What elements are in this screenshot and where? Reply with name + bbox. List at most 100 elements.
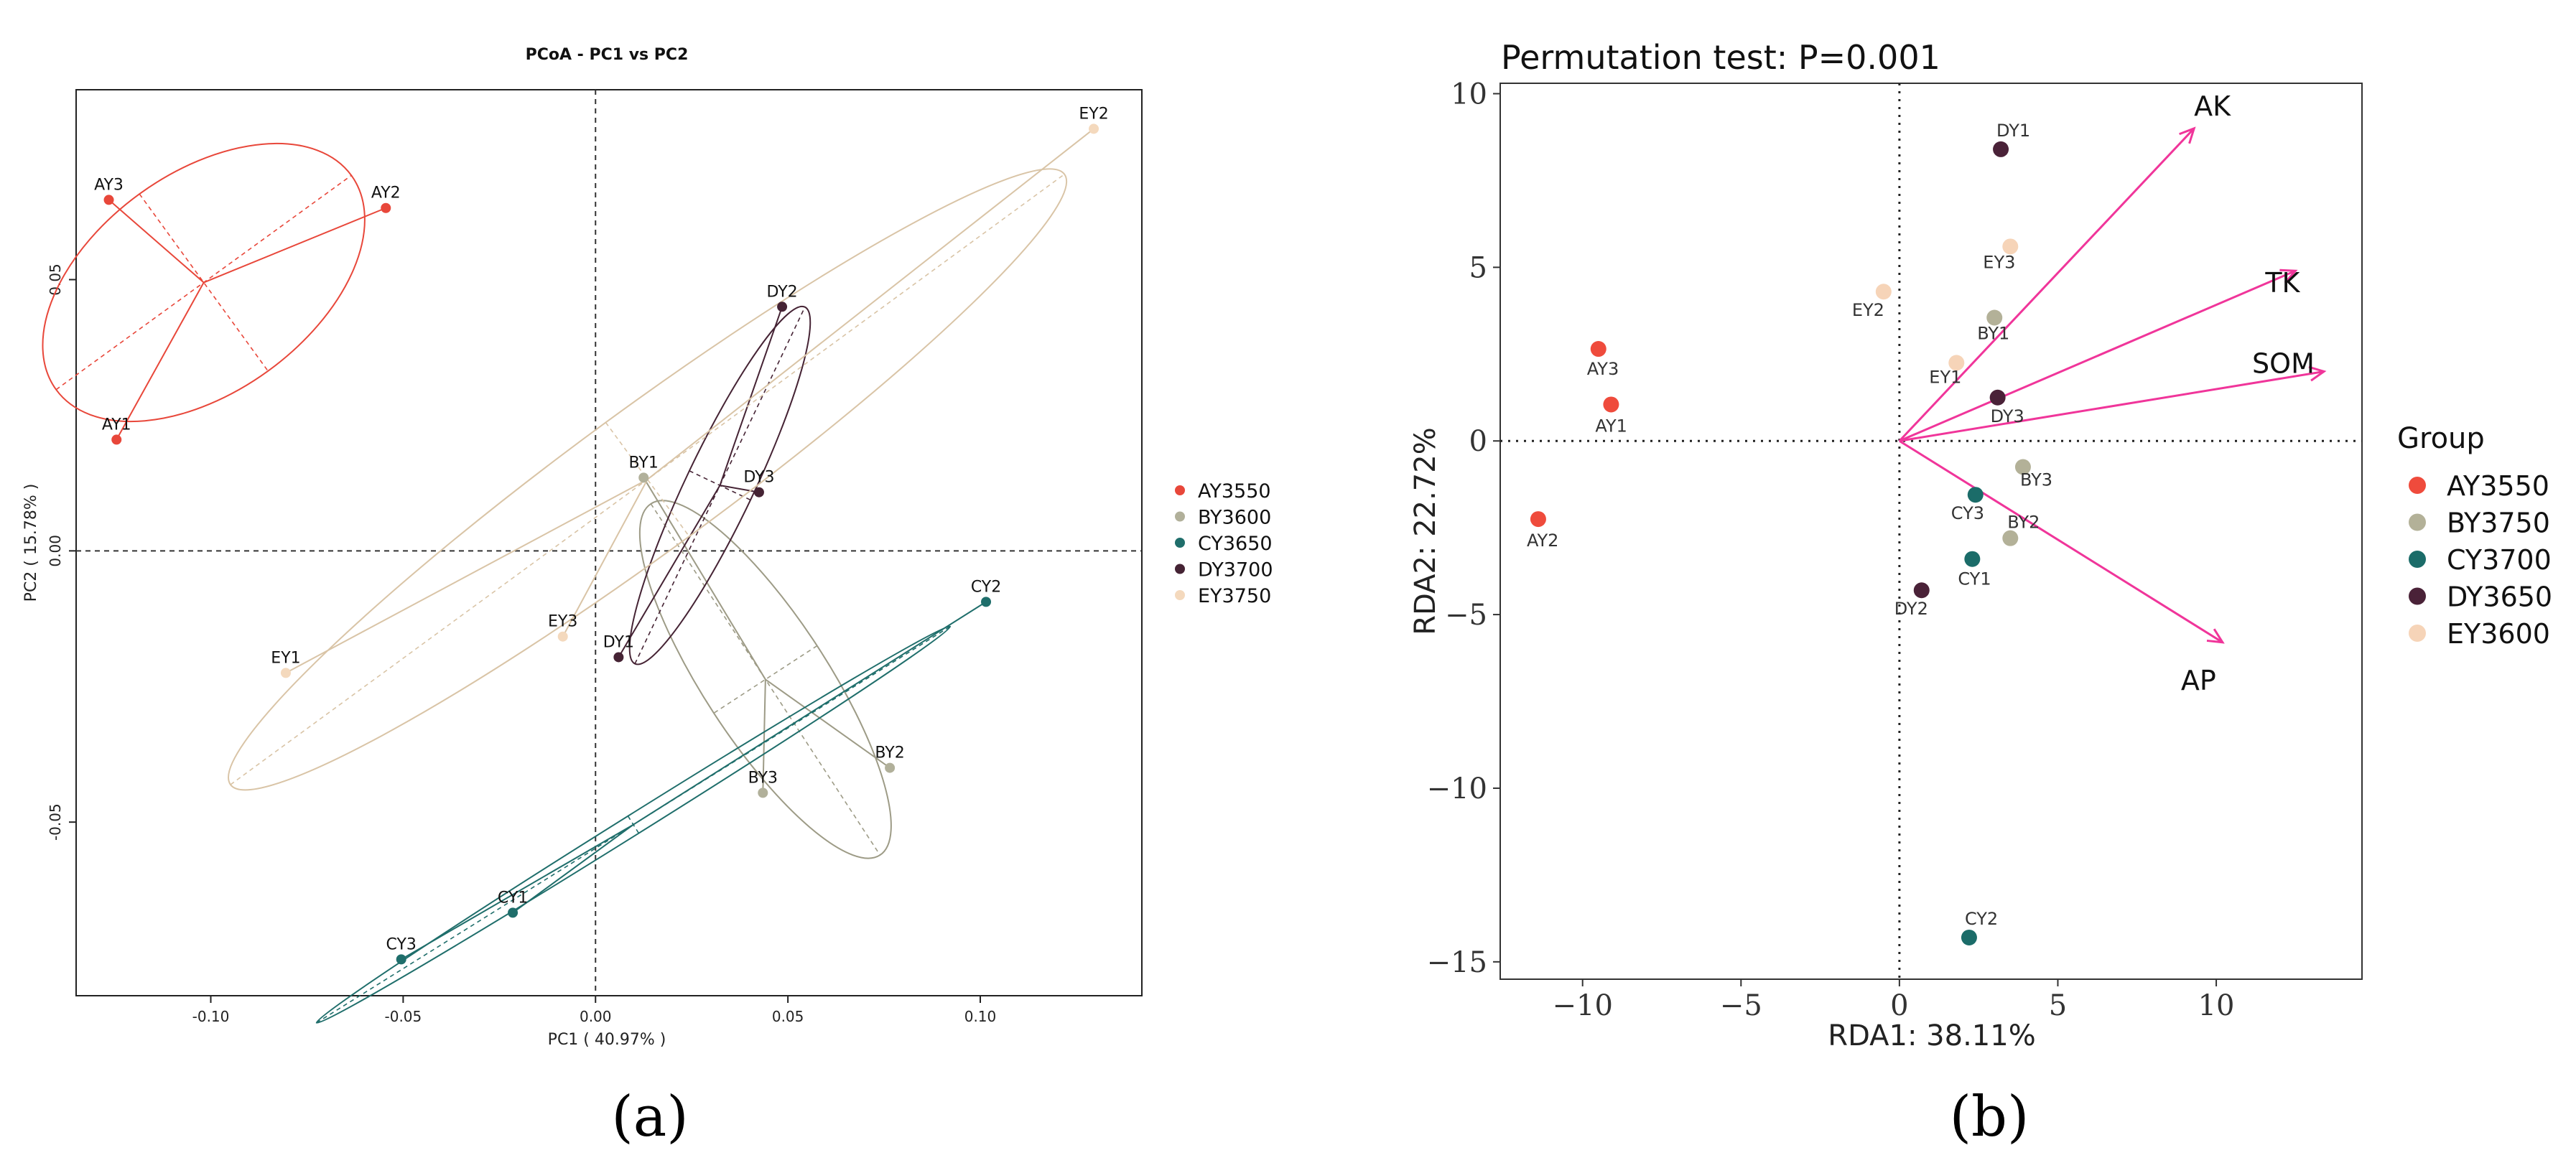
panel-a-point-label-AY2: AY2 bbox=[371, 184, 401, 202]
panel-a-spider-line-DY3700 bbox=[618, 485, 721, 658]
panel-a-group-shape-BY3600 bbox=[638, 477, 892, 859]
panel-a-legend-label-DY3700: DY3700 bbox=[1198, 559, 1273, 581]
panel-a-xtick-label: -0.05 bbox=[385, 1008, 422, 1025]
panel-b-xtick-label: 5 bbox=[2049, 989, 2067, 1022]
panel-b-point-label-BY3: BY3 bbox=[2020, 470, 2052, 490]
panel-a-point-label-CY2: CY2 bbox=[971, 578, 1001, 596]
panel-a-reference-lines bbox=[76, 90, 1142, 996]
panel-b-rda: Permutation test: P=0.001 −10 −5 0 5 101050−… bbox=[1409, 38, 2552, 1052]
panel-b-point-CY3 bbox=[1967, 487, 1984, 503]
panel-b-legend-marker-AY3550 bbox=[2409, 477, 2426, 494]
panel-a-ytick-label: 0.00 bbox=[47, 535, 64, 567]
panel-b-vector-arrowhead-TK bbox=[2279, 268, 2298, 284]
panel-a-point-label-AY1: AY1 bbox=[102, 416, 131, 434]
panel-a-xtick-label: 0.00 bbox=[580, 1008, 612, 1025]
panel-a-point-DY1 bbox=[613, 652, 624, 663]
panel-b-legend-label-EY3600: EY3600 bbox=[2447, 618, 2550, 650]
panel-a-legend-marker-AY3550 bbox=[1175, 485, 1185, 495]
panel-b-vector-label-AP: AP bbox=[2181, 665, 2216, 696]
panel-a-group-shape-AY3550 bbox=[42, 142, 386, 440]
panel-a-point-label-EY1: EY1 bbox=[271, 649, 300, 667]
panel-a-legend-marker-DY3700 bbox=[1175, 564, 1185, 574]
panel-a-title: PCoA - PC1 vs PC2 bbox=[526, 46, 689, 64]
panel-b-ytick-label: 0 bbox=[1469, 425, 1487, 458]
panel-a-point-AY3 bbox=[103, 195, 114, 205]
subfigure-label-b: (b) bbox=[1950, 1085, 2029, 1149]
panel-a-point-label-DY2: DY2 bbox=[766, 283, 797, 301]
panel-a-point-CY3 bbox=[396, 954, 406, 965]
panel-b-vector-label-AK: AK bbox=[2194, 90, 2231, 122]
panel-b-point-BY2 bbox=[2002, 530, 2019, 546]
panel-b-point-label-CY3: CY3 bbox=[1951, 503, 1984, 523]
panel-a-point-label-CY3: CY3 bbox=[386, 935, 416, 953]
panel-b-ytick-label: −15 bbox=[1427, 946, 1487, 979]
panel-b-vector-label-TK: TK bbox=[2264, 267, 2300, 299]
panel-b-legend-label-DY3650: DY3650 bbox=[2447, 581, 2552, 613]
panel-b-point-EY2 bbox=[1875, 284, 1892, 300]
panel-b-point-CY1 bbox=[1964, 551, 1981, 567]
panel-a-spider-line-AY3550 bbox=[203, 207, 386, 284]
panel-a-point-label-AY3: AY3 bbox=[94, 176, 124, 194]
panel-b-frame bbox=[1499, 83, 2363, 980]
panel-b-point-label-AY2: AY2 bbox=[1527, 531, 1558, 551]
panel-b-legend-marker-DY3650 bbox=[2409, 587, 2426, 605]
subfigure-label-a: (a) bbox=[611, 1085, 688, 1149]
panel-b-point-DY3 bbox=[1989, 389, 2006, 406]
panel-a-ellipse-major-axis-BY3600 bbox=[650, 503, 881, 856]
panel-b-legend-label-AY3550: AY3550 bbox=[2447, 470, 2549, 502]
panel-b-point-label-DY2: DY2 bbox=[1894, 599, 1928, 619]
panel-b-xtick-label: −10 bbox=[1552, 989, 1612, 1022]
panel-b-legend-marker-CY3700 bbox=[2409, 551, 2426, 568]
panel-a-spider-line-EY3750 bbox=[285, 478, 648, 674]
panel-a-spider-line-AY3550 bbox=[108, 199, 205, 284]
panel-b-vector-label-SOM: SOM bbox=[2252, 347, 2315, 379]
panel-a-ellipse-minor-axis-AY3550 bbox=[139, 193, 269, 372]
panel-a-spider-line-BY3600 bbox=[643, 477, 766, 680]
panel-a-spider-line-EY3750 bbox=[646, 128, 1094, 480]
panel-a-group-shape-DY3700 bbox=[618, 305, 812, 665]
panel-a-legend-label-BY3600: BY3600 bbox=[1198, 507, 1271, 529]
panel-b-point-BY3 bbox=[2014, 459, 2031, 475]
panel-b-point-EY3 bbox=[2002, 238, 2019, 255]
panel-a-ellipses-and-spiders bbox=[42, 128, 1094, 1024]
panel-b-ticks: −10 −5 0 5 10 10 5 0 −5 −10 −15 bbox=[1427, 78, 2235, 1022]
panel-a-point-label-BY2: BY2 bbox=[875, 744, 904, 762]
panel-a-group-shape-EY3750 bbox=[228, 128, 1094, 791]
panel-a-legend-marker-CY3650 bbox=[1175, 538, 1185, 548]
panel-a-legend-label-EY3750: EY3750 bbox=[1198, 585, 1271, 607]
panel-b-point-AY3 bbox=[1590, 341, 1606, 358]
panel-b-point-CY2 bbox=[1961, 929, 1977, 945]
panel-a-ticks: -0.10 -0.05 0.00 0.05 0.10-0.050.000.05 bbox=[47, 263, 996, 1025]
panel-b-vector-AK bbox=[1898, 127, 2195, 442]
panel-a-xtick-label: 0.05 bbox=[772, 1008, 804, 1025]
panel-a-group-shape-CY3650 bbox=[315, 601, 987, 1024]
panel-a-spider-line-AY3550 bbox=[116, 282, 205, 440]
panel-b-legend: Group AY3550 BY3750 CY3700 DY3650 EY3600 bbox=[2397, 422, 2552, 650]
panel-b-vectors: AK TK SOM AP bbox=[1898, 90, 2327, 696]
panel-a-point-CY2 bbox=[981, 597, 992, 607]
panel-b-xtick-label: 10 bbox=[2198, 989, 2235, 1022]
panel-b-ytick-label: 5 bbox=[1469, 251, 1487, 284]
panel-a-point-CY1 bbox=[508, 907, 519, 918]
panel-a-point-DY3 bbox=[753, 487, 764, 497]
panel-a-point-EY1 bbox=[280, 668, 291, 678]
panel-b-reference-lines bbox=[1500, 83, 2362, 979]
panel-b-point-AY2 bbox=[1530, 511, 1546, 528]
panel-a-ylabel: PC2 ( 15.78% ) bbox=[22, 484, 40, 602]
panel-a-point-label-DY1: DY1 bbox=[603, 633, 634, 651]
panel-a-spider-line-CY3650 bbox=[401, 823, 634, 961]
panel-b-point-label-AY1: AY1 bbox=[1595, 416, 1627, 436]
panel-a-spider-line-DY3700 bbox=[719, 306, 784, 486]
panel-a-point-DY2 bbox=[777, 302, 788, 312]
panel-b-vector-SOM bbox=[1899, 370, 2325, 442]
panel-a-spider-line-CY3650 bbox=[512, 823, 634, 914]
panel-a-legend: AY3550 BY3600 CY3650 DY3700 EY3750 bbox=[1175, 480, 1273, 607]
panel-b-point-label-CY1: CY1 bbox=[1958, 569, 1991, 589]
panel-a-legend-marker-BY3600 bbox=[1175, 511, 1185, 522]
panel-b-vector-arrowhead-AP bbox=[2206, 628, 2225, 644]
panel-a-spider-line-CY3650 bbox=[633, 601, 987, 826]
panel-a-frame bbox=[75, 89, 1143, 996]
panel-a-xlabel: PC1 ( 40.97% ) bbox=[548, 1031, 666, 1049]
panel-a-xtick-label: 0.10 bbox=[964, 1008, 997, 1025]
panel-a-legend-label-CY3650: CY3650 bbox=[1198, 533, 1273, 555]
